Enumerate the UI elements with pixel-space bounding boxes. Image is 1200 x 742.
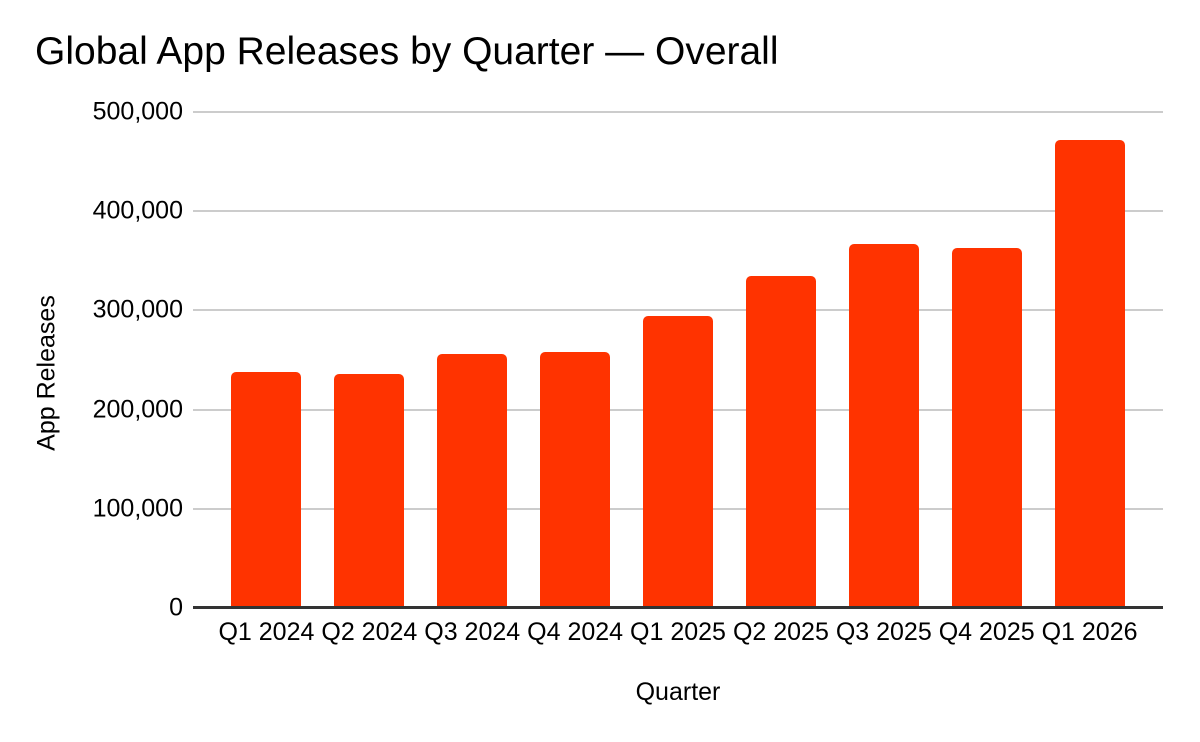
y-axis-tick-labels: 0 100,000 200,000 300,000 400,000 500,000 <box>0 99 183 620</box>
bar-band <box>318 112 421 608</box>
gridline <box>193 309 1163 312</box>
bar-q4-2025[interactable] <box>951 247 1022 608</box>
bar-q3-2024[interactable] <box>437 354 508 608</box>
y-tick-label: 400,000 <box>92 196 183 225</box>
bar-band <box>832 112 935 608</box>
bar-band <box>729 112 832 608</box>
bar-band <box>524 112 627 608</box>
bar-q2-2025[interactable] <box>745 275 816 608</box>
bar-q2-2024[interactable] <box>334 373 405 608</box>
bar-q1-2026[interactable] <box>1054 139 1125 608</box>
y-tick-label: 200,000 <box>92 395 183 424</box>
gridline <box>193 111 1163 113</box>
bar-band <box>215 112 318 608</box>
x-axis-line <box>193 606 1163 609</box>
x-tick-label: Q1 2024 <box>218 618 315 646</box>
x-tick-label: Q4 2024 <box>527 618 624 646</box>
y-tick-label: 300,000 <box>92 295 183 324</box>
bar-band <box>935 112 1038 608</box>
y-tick-label: 0 <box>169 593 183 622</box>
x-axis-tick-labels: Q1 2024 Q2 2024 Q3 2024 Q4 2024 Q1 2025 Q2 20… <box>193 617 1163 647</box>
plot-area <box>193 111 1163 609</box>
y-tick-label: 100,000 <box>92 494 183 523</box>
bar-band <box>1038 112 1141 608</box>
x-tick-label: Q4 2025 <box>938 618 1035 646</box>
x-tick-label: Q1 2025 <box>630 618 726 646</box>
x-tick-label: Q2 2025 <box>732 618 829 646</box>
x-axis-title: Quarter <box>635 678 721 706</box>
bar-q3-2025[interactable] <box>848 243 919 608</box>
x-tick-label: Q2 2024 <box>321 618 418 646</box>
bar-band <box>627 112 730 608</box>
bar-q4-2024[interactable] <box>540 352 611 608</box>
bar-q1-2024[interactable] <box>231 371 302 608</box>
chart-title: Global App Releases by Quarter — Overall <box>35 30 779 73</box>
x-tick-label: Q3 2024 <box>424 618 521 646</box>
bar-series <box>193 112 1163 608</box>
bar-band <box>421 112 524 608</box>
gridline <box>193 210 1163 213</box>
x-tick-label: Q3 2025 <box>835 618 932 646</box>
x-tick-label: Q1 2026 <box>1041 618 1138 646</box>
y-tick-label: 500,000 <box>92 97 183 126</box>
bar-q1-2025[interactable] <box>643 316 713 608</box>
